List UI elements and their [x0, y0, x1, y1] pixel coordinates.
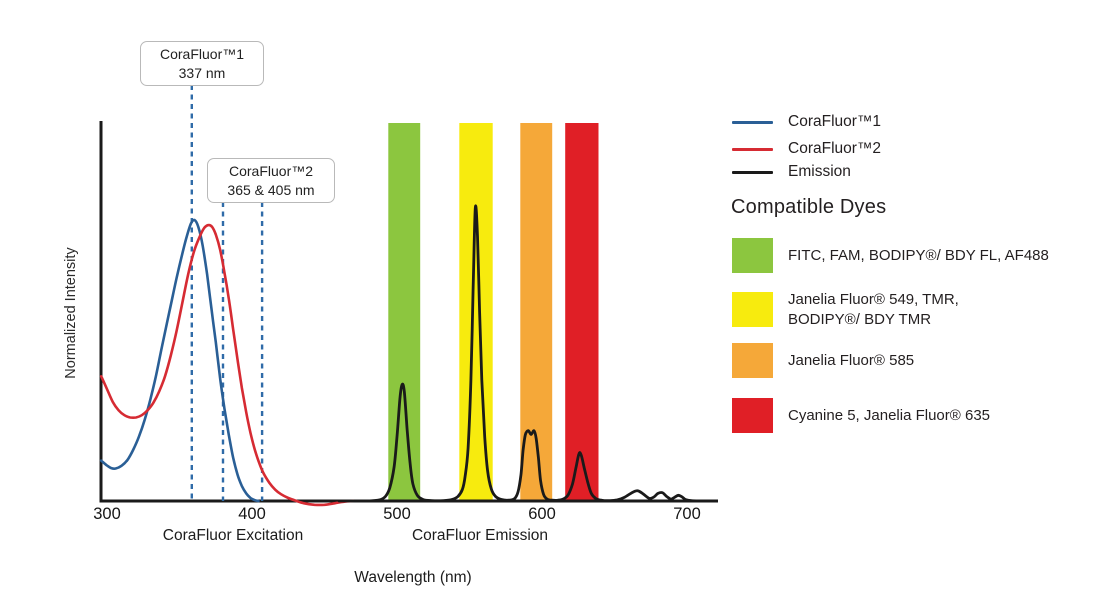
corafluor2-excitation-curve [99, 223, 355, 507]
legend-line-swatch [732, 147, 773, 151]
dye-item-label: Cyanine 5, Janelia Fluor® 635 [788, 406, 990, 426]
compatible-dyes-heading: Compatible Dyes [731, 196, 887, 218]
dye-item-green: FITC, FAM, BODIPY®/ BDY FL, AF488 [732, 238, 1049, 273]
spectra-chart: Normalized Intensity 300 400 500 600 700 Cor… [63, 41, 718, 586]
legend-item-label: CoraFluor™2 [788, 140, 882, 157]
legend-item-label: CoraFluor™1 [788, 113, 882, 130]
annotation-corafluor1-title: CoraFluor™1 [159, 46, 245, 62]
dye-color-swatch [732, 343, 773, 378]
x-tick-label: 600 [528, 505, 556, 523]
legend-item-corafluor2: CoraFluor™2 [732, 140, 881, 158]
x-tick-label: 300 [93, 505, 121, 523]
x-tick-label: 500 [383, 505, 411, 523]
filter-band-green [388, 123, 421, 501]
annotation-corafluor1: CoraFluor™1 337 nm [140, 41, 264, 87]
x-tick-label: 400 [238, 505, 266, 523]
dye-label-line: FITC, FAM, BODIPY®/ BDY FL, AF488 [788, 246, 1049, 264]
dye-label-line: Janelia Fluor® 549, TMR, [788, 291, 959, 308]
dye-item-label: FITC, FAM, BODIPY®/ BDY FL, AF488 [788, 246, 1049, 266]
corafluor1-excitation-curve [99, 218, 260, 503]
annotation-corafluor2: CoraFluor™2 365 & 405 nm [207, 158, 335, 204]
dye-label-line: Cyanine 5, Janelia Fluor® 635 [788, 406, 991, 424]
x-group-label-excitation: CoraFluor Excitation [162, 527, 304, 544]
legend-line-swatch [732, 170, 773, 174]
dye-item-label: Janelia Fluor® 549, TMR, BODIPY®/ BDY TM… [788, 290, 959, 329]
dye-color-swatch [732, 398, 773, 433]
x-group-label-emission: CoraFluor Emission [411, 527, 549, 544]
x-tick-label: 700 [673, 505, 701, 523]
filter-band-yellow [459, 123, 493, 501]
annotation-corafluor1-value: 337 nm [178, 64, 226, 81]
spectra-chart-svg [99, 85, 718, 507]
y-axis-label: Normalized Intensity [63, 247, 79, 379]
x-axis-title: Wavelength (nm) [354, 569, 472, 586]
dye-label-line: Janelia Fluor® 585 [788, 351, 915, 369]
dye-item-red: Cyanine 5, Janelia Fluor® 635 [732, 398, 990, 433]
dye-color-swatch [732, 238, 773, 273]
dye-item-yellow: Janelia Fluor® 549, TMR, BODIPY®/ BDY TM… [732, 290, 959, 329]
dye-item-orange: Janelia Fluor® 585 [732, 343, 914, 378]
annotation-corafluor2-value: 365 & 405 nm [227, 181, 315, 198]
annotation-corafluor2-title: CoraFluor™2 [228, 163, 314, 179]
legend-item-label: Emission [788, 163, 851, 180]
legend-item-emission: Emission [732, 163, 851, 181]
legend-item-corafluor1: CoraFluor™1 [732, 113, 881, 131]
legend-line-swatch [732, 120, 773, 124]
dye-item-label: Janelia Fluor® 585 [788, 351, 914, 371]
emission-curve [337, 204, 712, 503]
dye-label-line: BODIPY®/ BDY TMR [788, 310, 932, 328]
filter-band-red [565, 123, 599, 501]
dye-color-swatch [732, 292, 773, 327]
